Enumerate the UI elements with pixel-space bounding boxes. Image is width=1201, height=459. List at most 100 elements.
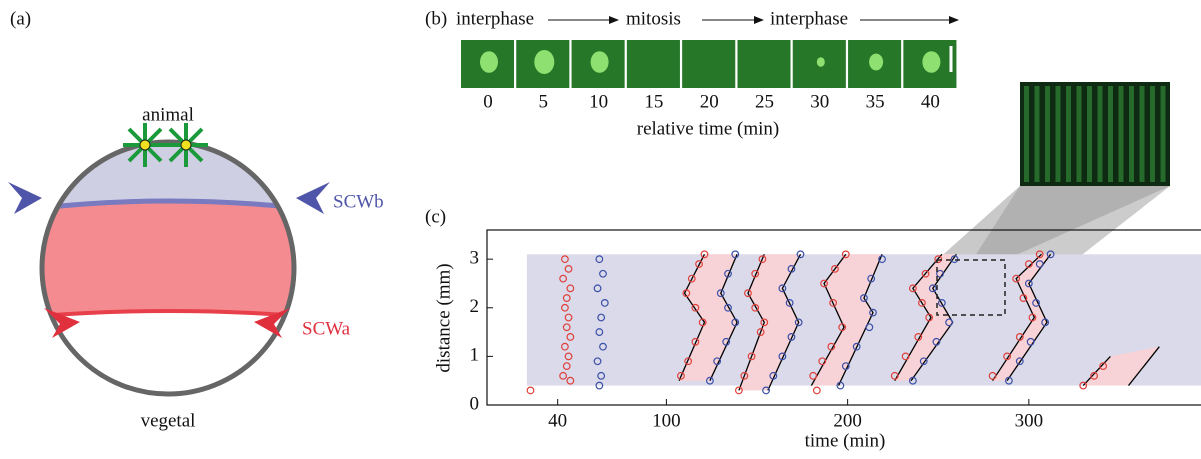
- y-tick-label: 0: [470, 393, 480, 414]
- y-tick-label: 1: [470, 345, 480, 366]
- point: [595, 328, 604, 336]
- point: [564, 264, 573, 273]
- point: [1015, 333, 1024, 341]
- point: [566, 284, 575, 293]
- point: [593, 284, 602, 293]
- frame: [626, 40, 680, 88]
- embryo: [42, 142, 294, 394]
- point: [901, 352, 910, 361]
- phase: interphase: [770, 8, 848, 29]
- point: [744, 289, 752, 298]
- point: [778, 352, 787, 361]
- point: [564, 352, 573, 361]
- axes: 0 1 2 3 40 100 200 300: [470, 248, 1044, 432]
- point: [1015, 357, 1024, 366]
- point: [937, 299, 946, 307]
- point: [950, 255, 959, 264]
- point: [562, 294, 571, 302]
- streak: [1150, 86, 1155, 182]
- point: [1028, 313, 1037, 322]
- frame: [737, 40, 791, 88]
- point: [687, 274, 696, 283]
- streak: [1108, 86, 1113, 182]
- point: [988, 371, 997, 380]
- point: [1046, 250, 1055, 259]
- point: [890, 371, 899, 380]
- scwb-label: SCWb: [333, 191, 384, 212]
- point: [769, 371, 778, 380]
- streak: [1045, 86, 1050, 182]
- streak: [1118, 86, 1124, 182]
- point: [760, 318, 769, 327]
- point: [1090, 371, 1098, 380]
- point: [724, 303, 732, 312]
- y-tick-label: 3: [470, 248, 480, 269]
- point: [796, 250, 805, 259]
- arrowhead: [296, 182, 330, 214]
- point: [724, 269, 732, 278]
- streak: [1097, 86, 1103, 182]
- x-tick-label: 100: [652, 410, 681, 431]
- point: [869, 308, 877, 317]
- point: [1035, 250, 1044, 259]
- scwa-label: SCWa: [302, 318, 351, 339]
- point: [698, 318, 707, 327]
- shade: [1083, 346, 1160, 386]
- point: [860, 294, 868, 302]
- point: [691, 337, 700, 346]
- point: [925, 313, 934, 322]
- point: [566, 376, 575, 385]
- plot-area: [526, 250, 1201, 395]
- point: [836, 381, 845, 390]
- point: [561, 303, 569, 312]
- point: [559, 274, 568, 283]
- point: [599, 269, 607, 278]
- point: [1012, 274, 1021, 283]
- point: [812, 386, 821, 395]
- point: [794, 318, 803, 327]
- point: [1032, 299, 1040, 307]
- point: [691, 303, 700, 312]
- point: [559, 371, 568, 380]
- streak: [1139, 86, 1145, 182]
- nucleus: [922, 51, 941, 73]
- x-axis-label: time (min): [805, 430, 886, 451]
- embryo-outline: [39, 139, 297, 397]
- panel-label: (a): [10, 8, 31, 29]
- streak: [1055, 86, 1061, 182]
- y-axis-label: distance (mm): [433, 263, 454, 372]
- frame-time: 30: [810, 91, 829, 112]
- fit-line: [709, 253, 1160, 391]
- shade: [992, 254, 1051, 381]
- frame-strip: 0 5 10 15 20 25 30 35 40: [461, 40, 957, 112]
- point: [936, 269, 944, 278]
- point: [787, 333, 796, 341]
- shade: [679, 254, 738, 381]
- phase: mitosis: [626, 8, 681, 29]
- streak: [1024, 86, 1029, 182]
- point: [713, 357, 722, 366]
- point: [722, 337, 731, 346]
- point: [918, 299, 926, 307]
- shade: [894, 254, 957, 381]
- phase: interphase: [456, 8, 534, 29]
- point: [762, 386, 770, 395]
- frame-time: 0: [483, 91, 493, 112]
- nucleus: [869, 53, 884, 71]
- frame-time: 15: [644, 91, 663, 112]
- point: [1099, 362, 1108, 371]
- streak: [1160, 86, 1166, 182]
- point: [564, 313, 573, 322]
- point: [1035, 260, 1044, 268]
- point: [566, 333, 575, 341]
- point: [561, 255, 569, 264]
- point: [1024, 260, 1033, 268]
- point: [716, 289, 725, 298]
- animal-label: animal: [142, 104, 194, 125]
- streak: [1076, 86, 1082, 182]
- point: [945, 318, 954, 327]
- arrowhead: [44, 308, 80, 338]
- point: [731, 318, 740, 327]
- point: [751, 269, 760, 278]
